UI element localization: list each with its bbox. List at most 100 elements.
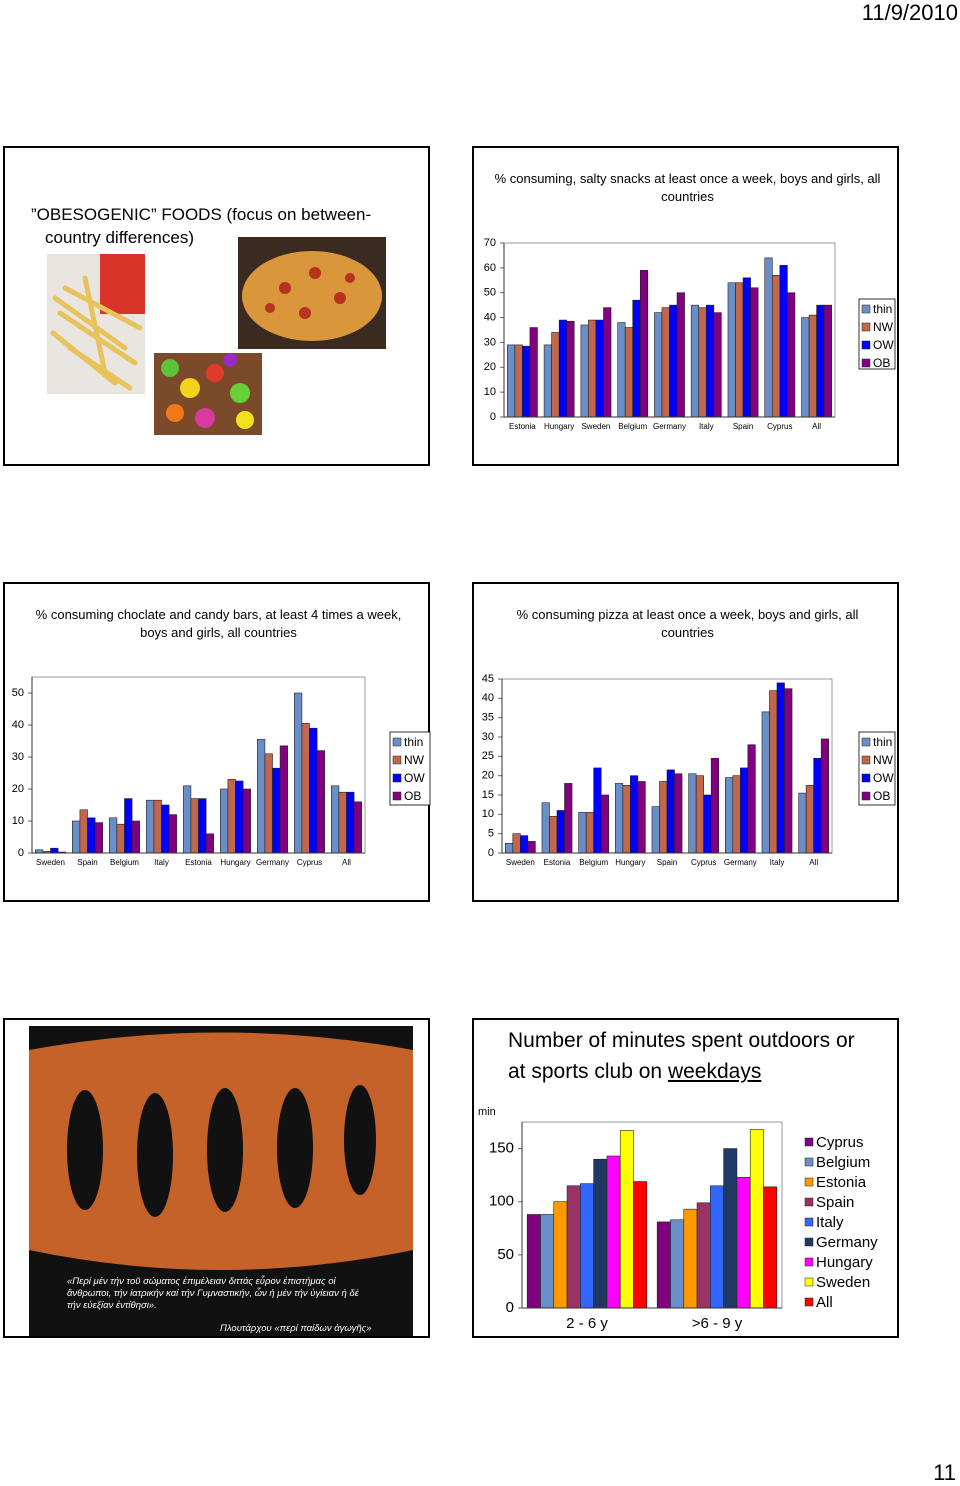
chart-title-underlined: weekdays xyxy=(667,1060,762,1083)
bar xyxy=(512,833,521,854)
y-tick-label: 100 xyxy=(489,1193,514,1210)
x-tick-label: Belgium xyxy=(110,858,139,867)
legend-label: thin xyxy=(873,735,892,749)
legend-label: OB xyxy=(873,356,890,370)
bar xyxy=(220,788,229,854)
bar xyxy=(683,1208,698,1309)
bar xyxy=(742,277,751,418)
bar xyxy=(190,798,199,854)
legend-label: OW xyxy=(404,771,425,785)
bar xyxy=(580,1183,594,1309)
bar xyxy=(776,682,785,854)
bar xyxy=(651,806,660,854)
y-tick-label: 40 xyxy=(484,311,496,323)
slide: ”OBESOGENIC” FOODS (focus on between-cou… xyxy=(3,146,430,466)
y-tick-label: 60 xyxy=(484,262,496,274)
x-tick-label: 2 - 6 y xyxy=(566,1315,608,1332)
x-tick-label: Spain xyxy=(77,858,97,867)
legend-swatch xyxy=(861,322,871,332)
y-tick-label: 25 xyxy=(482,750,494,762)
x-tick-label: >6 - 9 y xyxy=(692,1315,743,1332)
bar xyxy=(309,727,318,854)
bar xyxy=(763,1186,778,1309)
bar xyxy=(670,1219,685,1309)
bar xyxy=(816,304,825,418)
bar xyxy=(331,785,340,854)
bar xyxy=(632,299,641,418)
legend-swatch xyxy=(804,1257,814,1267)
bar xyxy=(666,769,675,854)
y-tick-label: 35 xyxy=(482,712,494,724)
bar xyxy=(301,723,310,854)
chart: 0 5 10 15 20 25 30 35 40 45 Sweden Estonia Belgium Hu… xyxy=(482,673,896,867)
bar xyxy=(346,791,355,854)
bar xyxy=(798,792,807,854)
bar xyxy=(690,304,700,418)
bar xyxy=(808,314,817,418)
y-axis-label: min xyxy=(478,1106,496,1118)
bar xyxy=(595,319,604,418)
bar xyxy=(698,307,707,418)
bar xyxy=(588,319,597,418)
legend-swatch xyxy=(392,773,402,783)
bar xyxy=(633,1181,648,1309)
y-tick-label: 0 xyxy=(18,847,24,859)
bar xyxy=(504,843,514,854)
bar xyxy=(705,304,715,418)
bar xyxy=(549,815,558,854)
y-tick-label: 5 xyxy=(488,828,494,840)
y-tick-label: 20 xyxy=(12,783,24,795)
bar xyxy=(131,820,140,854)
legend-label: Belgium xyxy=(816,1154,870,1171)
bar xyxy=(116,823,125,854)
y-tick-label: 0 xyxy=(506,1299,514,1316)
bar xyxy=(79,809,88,854)
bar xyxy=(87,817,96,854)
slide: Number of minutes spent outdoors or at s… xyxy=(472,1018,899,1338)
slide: % consuming, salty snacks at least once … xyxy=(472,146,899,466)
bar xyxy=(674,773,683,854)
y-tick-label: 70 xyxy=(484,237,496,249)
bar xyxy=(735,282,744,418)
legend-swatch xyxy=(861,358,871,368)
bar xyxy=(272,767,281,854)
bar xyxy=(235,780,244,854)
bar xyxy=(294,692,303,854)
bar xyxy=(540,1214,555,1309)
bar xyxy=(747,744,756,854)
chart-title: % consuming choclate and candy bars, at … xyxy=(35,607,402,640)
bar xyxy=(805,785,814,854)
bar xyxy=(727,282,736,418)
x-tick-label: Sweden xyxy=(581,422,610,431)
y-tick-label: 0 xyxy=(488,847,494,859)
x-tick-label: Germany xyxy=(653,422,686,431)
bar xyxy=(264,753,273,854)
bar xyxy=(787,292,796,418)
bar xyxy=(227,779,236,854)
bar xyxy=(558,319,568,418)
x-tick-label: Italy xyxy=(154,858,169,867)
x-tick-label: Germany xyxy=(724,858,757,867)
legend-swatch xyxy=(861,755,871,765)
bar xyxy=(784,688,793,854)
bar xyxy=(659,781,668,854)
fries-box xyxy=(100,254,145,314)
legend-label: OW xyxy=(873,771,894,785)
bar xyxy=(564,783,573,854)
bar xyxy=(124,798,133,854)
x-tick-label: Hungary xyxy=(544,422,574,431)
y-tick-label: 30 xyxy=(482,731,494,743)
y-tick-label: 10 xyxy=(484,386,496,398)
slide: «Περί μέν τήν τοῦ σώματος ἐπιμέλειαν διτ… xyxy=(3,1018,430,1338)
legend-label: Spain xyxy=(816,1194,854,1211)
bar xyxy=(615,783,624,854)
bar xyxy=(639,270,649,418)
legend-swatch xyxy=(392,755,402,765)
legend-label: OW xyxy=(873,338,894,352)
x-tick-label: All xyxy=(342,858,351,867)
legend-label: OB xyxy=(873,789,890,803)
bar xyxy=(551,332,560,418)
legend-swatch xyxy=(804,1277,814,1287)
toppings xyxy=(265,267,355,319)
bar xyxy=(820,738,829,854)
